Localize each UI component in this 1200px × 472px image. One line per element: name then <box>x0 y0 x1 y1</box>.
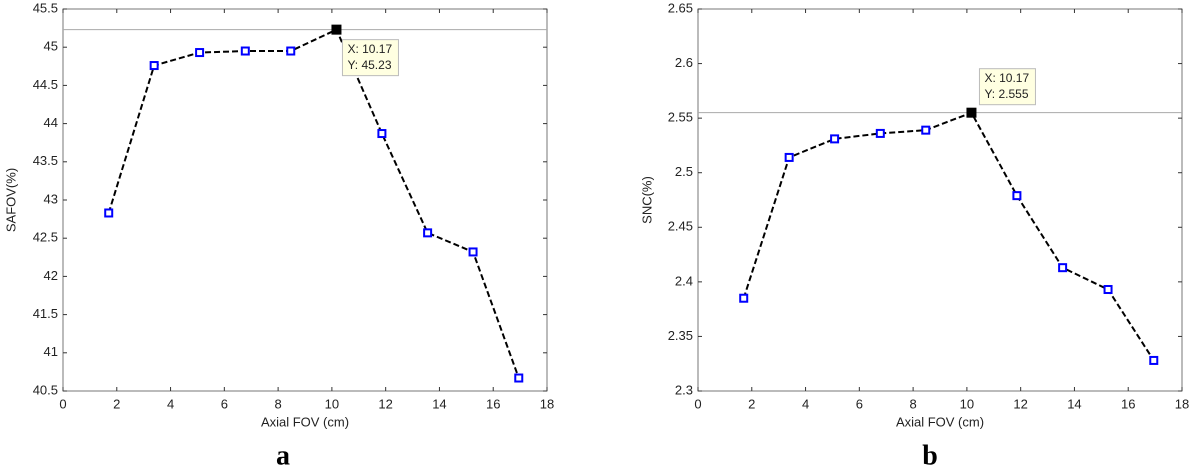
y-tick-label: 42.5 <box>33 230 58 245</box>
x-tick-label: 2 <box>748 396 755 411</box>
panel-label: a <box>276 440 290 471</box>
y-tick-label: 2.3 <box>675 382 693 397</box>
data-point <box>286 46 296 56</box>
y-tick-label: 2.6 <box>675 55 693 70</box>
data-point <box>830 134 840 144</box>
y-tick-label: 41 <box>44 344 58 359</box>
y-tick-label: 45.5 <box>33 0 58 15</box>
y-tick-label: 2.35 <box>668 328 693 343</box>
x-tick-label: 16 <box>1121 396 1135 411</box>
datatip-text: Y: 2.555 <box>984 87 1028 101</box>
data-point <box>468 247 478 257</box>
datatip-text: Y: 45.23 <box>347 58 391 72</box>
y-tick-label: 2.55 <box>668 110 693 125</box>
data-point <box>739 293 749 303</box>
x-tick-label: 18 <box>1175 396 1189 411</box>
x-tick-label: 14 <box>1067 396 1081 411</box>
x-tick-label: 4 <box>802 396 809 411</box>
data-point <box>875 128 885 138</box>
x-tick-label: 10 <box>325 396 339 411</box>
y-tick-label: 45 <box>44 39 58 54</box>
data-point <box>377 129 387 139</box>
y-tick-label: 2.45 <box>668 219 693 234</box>
x-tick-label: 0 <box>694 396 701 411</box>
datatip-text: X: 10.17 <box>347 42 392 56</box>
data-point <box>784 152 794 162</box>
y-tick-label: 42 <box>44 268 58 283</box>
y-tick-label: 2.5 <box>675 164 693 179</box>
data-point <box>1012 191 1022 201</box>
x-tick-label: 6 <box>221 396 228 411</box>
x-tick-label: 12 <box>378 396 392 411</box>
y-axis-title: SAFOV(%) <box>3 168 18 232</box>
data-point <box>149 61 159 71</box>
x-tick-label: 16 <box>486 396 500 411</box>
x-tick-label: 6 <box>856 396 863 411</box>
y-tick-label: 2.4 <box>675 273 693 288</box>
x-axis-title: Axial FOV (cm) <box>261 414 349 429</box>
data-point <box>1058 263 1068 273</box>
data-point <box>1149 355 1159 365</box>
y-tick-label: 44 <box>44 115 58 130</box>
data-point <box>514 373 524 383</box>
x-axis-title: Axial FOV (cm) <box>896 414 984 429</box>
x-tick-label: 12 <box>1013 396 1027 411</box>
x-tick-label: 18 <box>540 396 554 411</box>
datatip <box>978 68 1036 106</box>
data-point <box>921 125 931 135</box>
x-tick-label: 10 <box>960 396 974 411</box>
y-tick-label: 2.65 <box>668 0 693 15</box>
highlight-point <box>966 107 977 118</box>
x-tick-label: 8 <box>909 396 916 411</box>
y-tick-label: 40.5 <box>33 382 58 397</box>
datatip-text: X: 10.17 <box>984 71 1029 85</box>
data-point <box>104 208 114 218</box>
data-line <box>107 28 520 379</box>
y-axis-title: SNC(%) <box>639 176 654 224</box>
data-point <box>240 46 250 56</box>
plot-area <box>697 8 1183 392</box>
data-line <box>742 111 1155 361</box>
x-tick-label: 0 <box>59 396 66 411</box>
data-point <box>1103 284 1113 294</box>
plot-area <box>62 8 548 392</box>
datatip <box>341 39 399 77</box>
x-tick-label: 4 <box>167 396 174 411</box>
y-tick-label: 43 <box>44 191 58 206</box>
panel-label: b <box>922 440 938 471</box>
x-tick-label: 2 <box>113 396 120 411</box>
y-tick-label: 41.5 <box>33 306 58 321</box>
data-point <box>195 48 205 58</box>
highlight-point <box>331 24 342 35</box>
data-point <box>423 228 433 238</box>
y-tick-label: 44.5 <box>33 77 58 92</box>
x-tick-label: 8 <box>274 396 281 411</box>
x-tick-label: 14 <box>432 396 446 411</box>
y-tick-label: 43.5 <box>33 153 58 168</box>
